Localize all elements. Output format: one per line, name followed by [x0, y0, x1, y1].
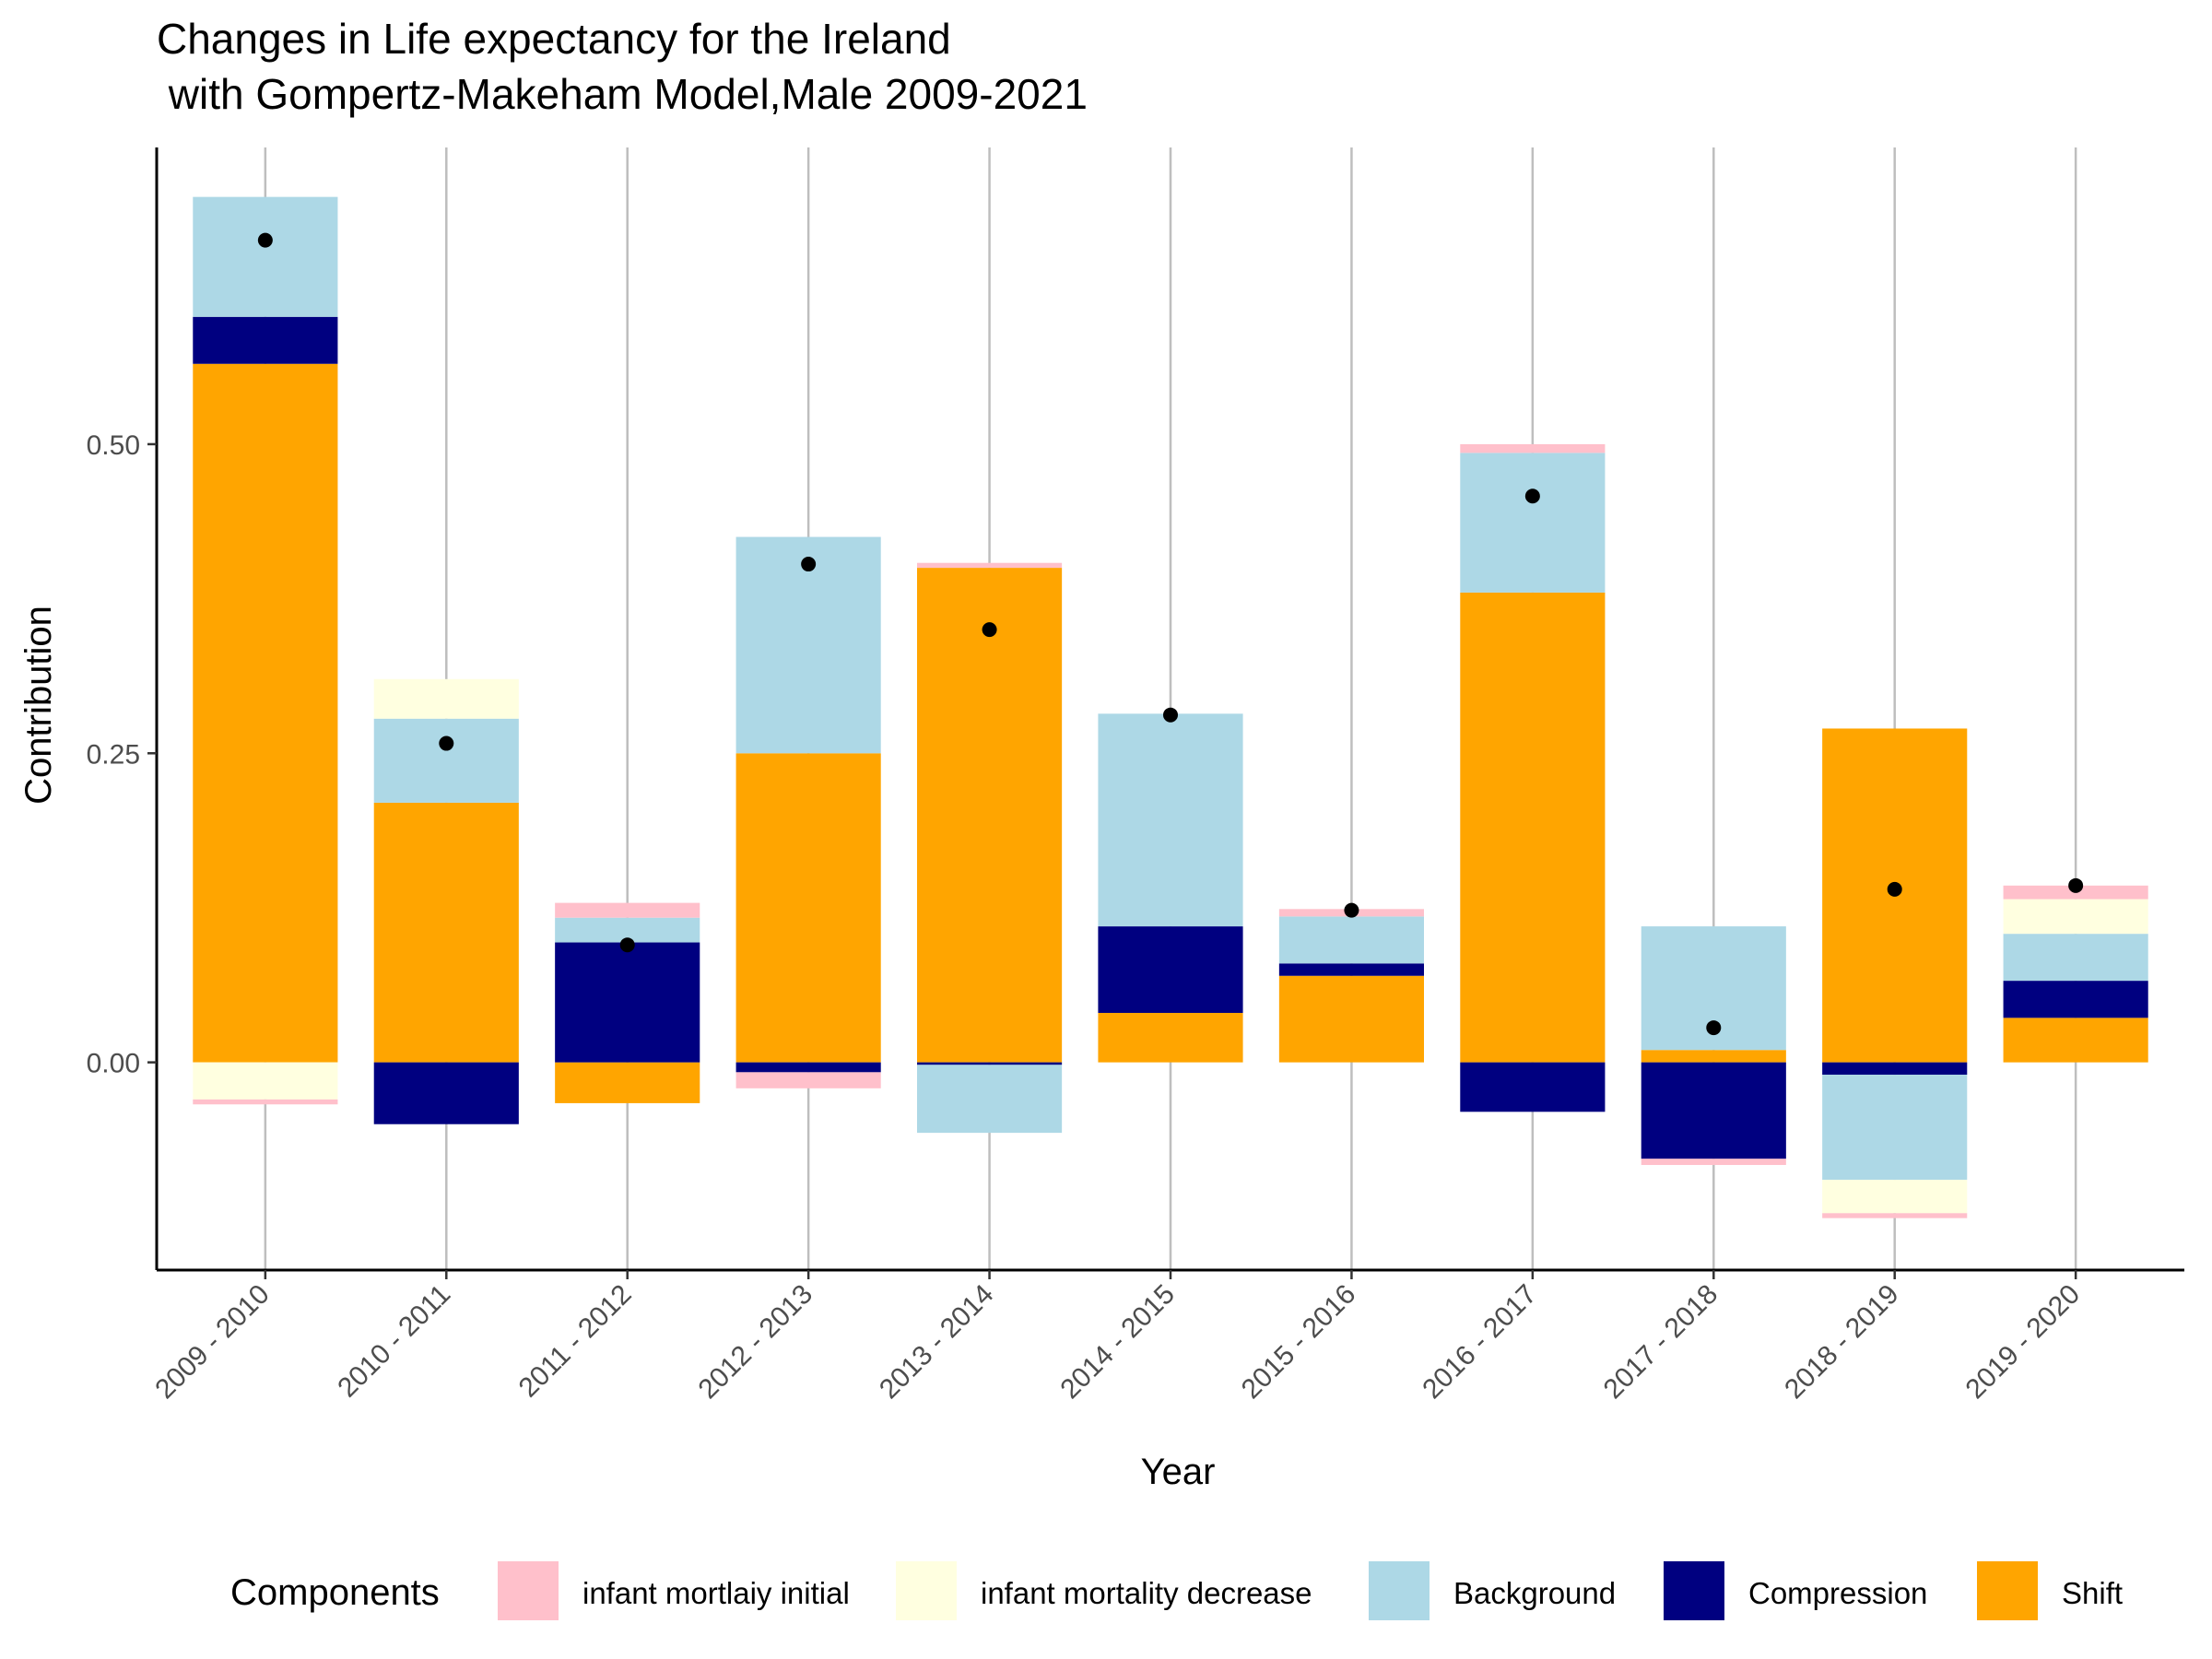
bar-segment: [735, 536, 881, 754]
x-tick-label: 2009 - 2010: [149, 1279, 276, 1406]
bar-segment: [1641, 1062, 1786, 1159]
bar-segment: [1460, 592, 1606, 1063]
bar-segment: [373, 678, 519, 719]
total-point: [619, 937, 635, 953]
bar-segment: [1822, 1180, 1968, 1214]
x-tick-label: 2011 - 2012: [513, 1279, 638, 1404]
bar-segment: [193, 363, 338, 1063]
y-tick-label: 0.25: [87, 739, 140, 770]
legend-label: infant mortality decrease: [981, 1576, 1312, 1610]
bar-segment: [917, 1062, 1063, 1065]
bar-segment: [1641, 1159, 1786, 1165]
bar-segment: [1460, 453, 1606, 593]
total-point: [257, 232, 273, 248]
bar-segment: [1822, 1062, 1968, 1076]
bar-segment: [1098, 713, 1243, 927]
bar-segment: [373, 718, 519, 803]
bar-segment: [1822, 1075, 1968, 1181]
x-tick-label: 2010 - 2011: [332, 1279, 456, 1404]
legend-key: [1977, 1561, 2038, 1620]
legend-key: [1369, 1561, 1430, 1620]
x-tick-label: 2016 - 2017: [1417, 1279, 1543, 1406]
chart-title-line-1: Changes in Life expectancy for the Irela…: [157, 15, 951, 63]
y-tick-label: 0.00: [87, 1049, 140, 1079]
x-axis-title: Year: [1141, 1452, 1216, 1492]
bar-segment: [2003, 981, 2148, 1018]
legend-key: [498, 1561, 559, 1620]
x-tick-label: 2017 - 2018: [1598, 1279, 1724, 1406]
x-tick-label: 2015 - 2016: [1236, 1279, 1362, 1406]
bar-segment: [193, 316, 338, 364]
bar-segment: [1098, 1012, 1243, 1063]
total-point: [1706, 1020, 1722, 1036]
y-tick-labels: 0.00 0.25 0.50: [87, 430, 157, 1079]
bar-segment: [1278, 916, 1424, 964]
total-points: [257, 232, 2084, 1036]
total-point: [982, 622, 997, 638]
total-point: [1344, 902, 1359, 918]
bar-segment: [1641, 1050, 1786, 1063]
total-point: [439, 735, 454, 751]
bar-segment: [735, 1072, 881, 1088]
x-tick-label: 2013 - 2014: [874, 1279, 1000, 1406]
bar-segment: [917, 1065, 1063, 1134]
legend-title: Components: [230, 1572, 440, 1613]
bar-segment: [193, 1099, 338, 1105]
bar-segment: [1460, 443, 1606, 453]
legend-label: Shift: [2062, 1576, 2123, 1610]
x-tick-label: 2019 - 2020: [1960, 1279, 2087, 1406]
bar-segment: [1278, 963, 1424, 976]
legend-key: [1664, 1561, 1724, 1620]
total-point: [1887, 881, 1902, 897]
bar-segment: [917, 568, 1063, 1063]
bar-segment: [193, 196, 338, 317]
y-axis-title: Contribution: [18, 606, 59, 805]
bar-segment: [2003, 934, 2148, 982]
bar-segment: [1460, 1062, 1606, 1112]
x-tick-label: 2018 - 2019: [1779, 1279, 1905, 1406]
legend: Components infant mortlaiy initial infant…: [230, 1561, 2123, 1620]
bar-segment: [735, 753, 881, 1063]
bar-segment: [2003, 1018, 2148, 1063]
bar-segments: [193, 196, 2148, 1218]
legend-label: infant mortlaiy initial: [582, 1576, 850, 1610]
bar-segment: [2003, 899, 2148, 935]
bar-segment: [373, 802, 519, 1063]
total-point: [1163, 707, 1178, 723]
total-point: [2068, 877, 2084, 893]
bar-segment: [555, 1062, 700, 1103]
bar-segment: [373, 1062, 519, 1124]
legend-label: Background: [1453, 1576, 1616, 1610]
bar-segment: [193, 1062, 338, 1100]
bar-segment: [1822, 1213, 1968, 1218]
bar-segment: [555, 902, 700, 918]
x-tick-labels: 2009 - 2010 2010 - 2011 2011 - 2012 2012 - …: [149, 1270, 2086, 1405]
legend-key: [896, 1561, 957, 1620]
bar-segment: [1098, 926, 1243, 1013]
total-point: [1524, 488, 1540, 504]
bar-segment: [1278, 975, 1424, 1063]
total-point: [801, 557, 817, 572]
bar-segment: [555, 942, 700, 1063]
x-tick-label: 2014 - 2015: [1054, 1279, 1181, 1406]
chart-title-line-2: with Gompertz-Makeham Model,Male 2009-20…: [157, 70, 1088, 118]
legend-items: infant mortlaiy initial infant mortality …: [498, 1561, 2123, 1620]
legend-label: Compression: [1748, 1576, 1927, 1610]
y-tick-label: 0.50: [87, 430, 140, 461]
bar-segment: [735, 1062, 881, 1073]
x-tick-label: 2012 - 2013: [693, 1279, 819, 1406]
bar-segment: [917, 562, 1063, 569]
